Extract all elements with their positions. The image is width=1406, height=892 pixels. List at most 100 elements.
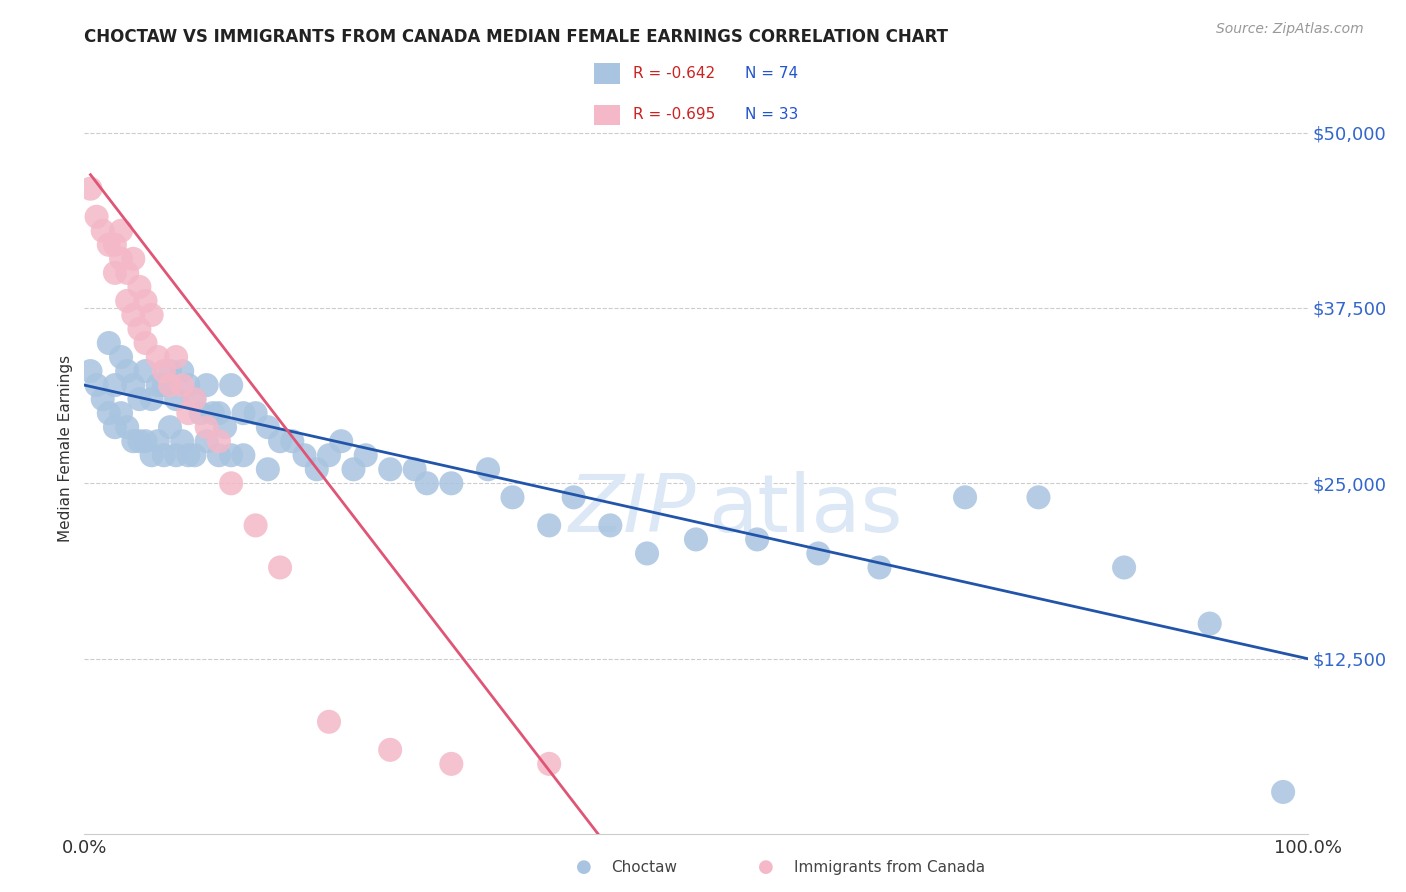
Y-axis label: Median Female Earnings: Median Female Earnings: [58, 355, 73, 541]
Point: [195, 434, 218, 449]
Point: [685, 533, 707, 547]
Point: [135, 293, 157, 308]
Point: [135, 364, 157, 378]
Point: [165, 392, 187, 406]
Point: [257, 462, 280, 476]
Point: [79, 364, 101, 378]
Point: [91, 392, 114, 406]
Point: [305, 462, 328, 476]
Point: [172, 434, 194, 449]
Point: [208, 448, 231, 462]
Point: [477, 462, 499, 476]
Point: [128, 392, 150, 406]
Point: [1114, 560, 1136, 574]
Text: R = -0.695: R = -0.695: [633, 107, 716, 122]
Point: [177, 378, 200, 392]
Point: [97, 406, 120, 420]
Point: [599, 518, 621, 533]
Point: [122, 378, 145, 392]
Point: [201, 406, 224, 420]
Point: [318, 448, 340, 462]
Point: [195, 420, 218, 434]
Point: [104, 266, 127, 280]
Point: [232, 448, 254, 462]
Point: [1028, 491, 1050, 505]
Point: [404, 462, 426, 476]
Point: [91, 224, 114, 238]
Point: [86, 378, 108, 392]
Point: [281, 434, 304, 449]
Point: [115, 293, 138, 308]
Point: [110, 350, 132, 364]
Point: [330, 434, 353, 449]
Point: [183, 392, 205, 406]
Point: [245, 406, 267, 420]
Point: [538, 518, 561, 533]
Text: Source: ZipAtlas.com: Source: ZipAtlas.com: [1216, 22, 1364, 37]
Point: [104, 420, 127, 434]
Point: [122, 252, 145, 266]
Point: [165, 350, 187, 364]
Point: [165, 448, 187, 462]
Point: [177, 406, 200, 420]
Text: Choctaw: Choctaw: [612, 861, 678, 875]
Point: [257, 420, 280, 434]
Point: [128, 322, 150, 336]
Point: [502, 491, 524, 505]
Point: [153, 378, 176, 392]
Point: [380, 743, 402, 757]
Point: [747, 533, 769, 547]
Point: [183, 448, 205, 462]
Point: [636, 546, 658, 560]
Point: [135, 336, 157, 351]
Point: [97, 336, 120, 351]
Point: [159, 378, 181, 392]
Point: [219, 378, 242, 392]
Point: [219, 476, 242, 491]
Point: [318, 714, 340, 729]
Point: [354, 448, 377, 462]
Text: ZIP: ZIP: [568, 471, 696, 549]
Point: [380, 462, 402, 476]
Point: [115, 364, 138, 378]
Text: atlas: atlas: [709, 471, 903, 549]
Point: [172, 364, 194, 378]
Point: [122, 308, 145, 322]
Point: [190, 406, 212, 420]
Point: [953, 491, 976, 505]
Point: [128, 434, 150, 449]
Point: [141, 448, 163, 462]
Point: [135, 434, 157, 449]
Point: [110, 224, 132, 238]
Text: ●: ●: [758, 858, 775, 876]
Text: CHOCTAW VS IMMIGRANTS FROM CANADA MEDIAN FEMALE EARNINGS CORRELATION CHART: CHOCTAW VS IMMIGRANTS FROM CANADA MEDIAN…: [84, 28, 949, 45]
Point: [183, 392, 205, 406]
Point: [104, 237, 127, 252]
Point: [86, 210, 108, 224]
Point: [128, 280, 150, 294]
Point: [214, 420, 236, 434]
Point: [195, 378, 218, 392]
Point: [172, 378, 194, 392]
Point: [141, 392, 163, 406]
Point: [538, 756, 561, 771]
Point: [177, 448, 200, 462]
Text: R = -0.642: R = -0.642: [633, 66, 716, 81]
Text: N = 74: N = 74: [745, 66, 797, 81]
Point: [219, 448, 242, 462]
Point: [146, 434, 169, 449]
Point: [416, 476, 439, 491]
Point: [1272, 785, 1295, 799]
Point: [159, 364, 181, 378]
Point: [208, 406, 231, 420]
Point: [159, 420, 181, 434]
Point: [153, 448, 176, 462]
Point: [110, 252, 132, 266]
Point: [1198, 616, 1220, 631]
Text: ●: ●: [575, 858, 592, 876]
Point: [79, 182, 101, 196]
Point: [440, 756, 463, 771]
Point: [146, 378, 169, 392]
Point: [146, 350, 169, 364]
Point: [440, 476, 463, 491]
